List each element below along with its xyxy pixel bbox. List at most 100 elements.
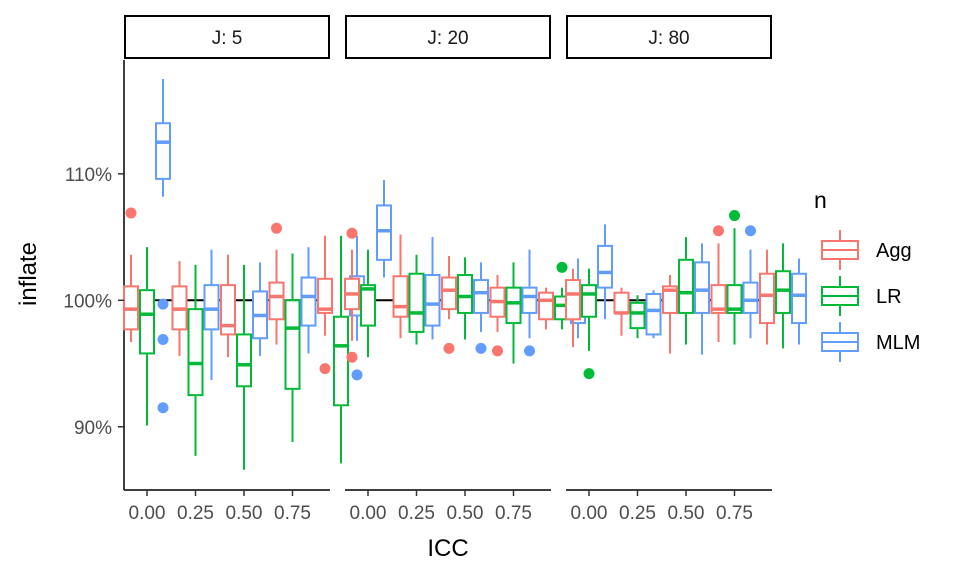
box-body: [505, 286, 522, 325]
x-tick-label: 0.75: [716, 503, 753, 524]
box-body: [424, 274, 441, 327]
legend-label: Agg: [876, 240, 912, 262]
box-mlm: [473, 262, 489, 354]
facet-strip-label: J: 80: [648, 28, 689, 49]
box-body: [317, 277, 333, 314]
box-body: [581, 284, 597, 318]
x-tick-label: 0.75: [274, 503, 311, 524]
box-lr: [678, 237, 694, 345]
box-body: [791, 272, 807, 325]
outlier-point: [745, 225, 756, 237]
box-body: [155, 122, 171, 180]
box-lr: [726, 210, 743, 345]
legend-title: n: [814, 187, 827, 213]
x-tick-label: 0.50: [226, 503, 263, 524]
facet-strip-label: J: 20: [427, 28, 468, 49]
box-body: [775, 270, 791, 314]
box-body: [236, 333, 252, 388]
facet-strip: [124, 15, 330, 59]
x-tick-label: 0.50: [447, 503, 484, 524]
outlier-point: [271, 222, 282, 234]
box-agg: [344, 227, 360, 363]
x-tick-label: 0.25: [398, 503, 435, 524]
box-agg: [441, 256, 457, 354]
outlier-point: [346, 351, 358, 363]
box-agg: [565, 268, 581, 348]
box-agg: [317, 235, 333, 375]
x-tick-label: 0.00: [571, 503, 608, 524]
x-tick-label: 0.00: [129, 503, 166, 524]
box-body: [538, 291, 554, 321]
box-body: [268, 281, 285, 321]
box-mlm: [694, 243, 710, 355]
outlier-point: [729, 210, 740, 222]
box-body: [473, 279, 489, 314]
box-agg: [489, 275, 506, 357]
box-body: [392, 275, 409, 318]
box-body: [678, 258, 694, 314]
outlier-point: [583, 368, 595, 380]
box-mlm: [155, 78, 171, 414]
box-mlm: [252, 262, 268, 356]
outlier-point: [157, 334, 169, 345]
outlier-point: [346, 227, 358, 239]
box-body: [203, 284, 220, 331]
box-body: [645, 292, 662, 336]
x-tick-label: 0.25: [177, 503, 214, 524]
y-tick-label: 110%: [65, 165, 112, 186]
box-body: [565, 279, 581, 321]
box-lr: [236, 264, 252, 470]
legend-key-mlm: [821, 322, 859, 362]
legend-key-agg: [821, 230, 859, 270]
box-agg: [220, 254, 236, 358]
facet-panel: 0.00 0.25 0.50 0.75: [344, 180, 586, 524]
box-lr: [775, 243, 791, 349]
facet-strip-label: J: 5: [212, 28, 243, 49]
box-agg: [538, 287, 554, 330]
outlier-point: [319, 363, 331, 375]
outlier-point: [713, 225, 724, 237]
box-mlm: [791, 258, 807, 345]
box-body: [457, 274, 473, 314]
box-body: [220, 284, 236, 336]
legend: n Agg LR MLM: [814, 187, 920, 362]
legend-label: LR: [876, 286, 902, 308]
box-body: [710, 284, 727, 314]
y-axis-title: inflate: [15, 242, 42, 306]
box-agg: [123, 207, 139, 343]
box-agg: [759, 249, 775, 345]
y-tick-label: 90%: [74, 418, 112, 439]
box-body: [300, 276, 317, 327]
facet-strips: J: 5 J: 20 J: 80: [124, 15, 772, 59]
x-tick-label: 0.75: [495, 503, 532, 524]
box-body: [629, 301, 646, 330]
facet-panel: 0.00 0.25 0.50 0.75: [565, 210, 807, 524]
outlier-point: [492, 345, 503, 357]
x-tick-label: 0.50: [668, 503, 705, 524]
outlier-point: [475, 342, 487, 354]
box-body: [521, 286, 538, 314]
box-body: [284, 299, 301, 390]
box-body: [441, 276, 457, 311]
box-body: [333, 315, 349, 407]
legend-key-lr: [821, 276, 859, 316]
legend-label: MLM: [876, 332, 920, 354]
outlier-point: [351, 369, 363, 381]
box-agg: [662, 275, 678, 354]
outlier-point: [125, 207, 137, 219]
box-lr: [284, 253, 301, 442]
box-body: [360, 284, 376, 327]
box-mlm: [300, 247, 317, 354]
outlier-point: [524, 345, 535, 357]
box-mlm: [203, 249, 220, 380]
outlier-point: [157, 298, 169, 310]
x-tick-label: 0.00: [350, 503, 387, 524]
facet-strip: [566, 15, 772, 59]
box-lr: [187, 264, 204, 456]
box-mlm: [597, 224, 613, 320]
box-mlm: [742, 225, 759, 339]
box-lr: [505, 262, 522, 364]
box-body: [726, 284, 743, 314]
